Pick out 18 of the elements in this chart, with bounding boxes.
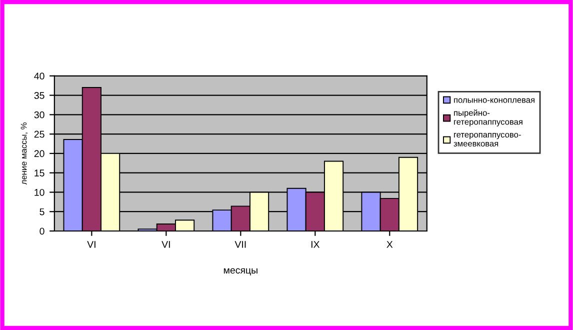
y-tick-label: 30 <box>34 111 44 118</box>
legend-label: гетеропаппусово- змеевковая <box>454 132 521 147</box>
x-tick-label: IX <box>311 241 320 248</box>
legend-label: полынно-коноплевая <box>454 98 534 103</box>
x-axis-title: месяцы <box>224 268 258 276</box>
x-tick-label: VI <box>162 241 170 248</box>
y-tick-label: 5 <box>40 208 44 216</box>
x-tick-label: VII <box>234 241 246 248</box>
y-tick-label: 20 <box>34 150 44 158</box>
y-axis-title: ление массы, % <box>20 122 28 185</box>
y-tick-label: 25 <box>34 130 44 138</box>
y-tick-label: 10 <box>34 188 44 196</box>
y-tick-label: 0 <box>40 228 44 235</box>
x-tick-label: X <box>386 241 393 248</box>
y-tick-label: 40 <box>34 72 44 80</box>
x-tick-label: VI <box>87 241 96 248</box>
y-tick-label: 35 <box>34 92 44 99</box>
y-tick-label: 15 <box>34 170 44 176</box>
